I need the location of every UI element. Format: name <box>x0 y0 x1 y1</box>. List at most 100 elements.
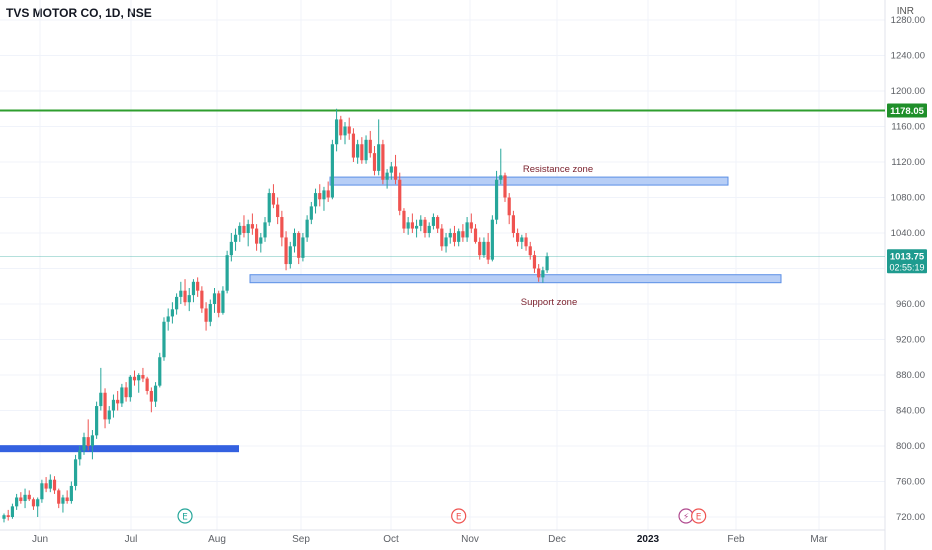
candle-body[interactable] <box>288 246 292 265</box>
candle-body[interactable] <box>410 222 414 229</box>
candle-body[interactable] <box>23 494 27 502</box>
candle-body[interactable] <box>280 217 284 238</box>
candle-body[interactable] <box>250 224 254 229</box>
support-zone[interactable] <box>249 274 782 284</box>
candle-body[interactable] <box>486 241 490 260</box>
candle-body[interactable] <box>406 222 410 229</box>
candle-body[interactable] <box>330 144 334 198</box>
candle-body[interactable] <box>318 193 322 200</box>
candle-body[interactable] <box>137 375 141 381</box>
candle-body[interactable] <box>103 392 107 420</box>
candle-body[interactable] <box>48 479 52 489</box>
candle-body[interactable] <box>364 139 368 161</box>
candle-body[interactable] <box>27 494 31 500</box>
candle-body[interactable] <box>427 225 431 233</box>
candle-body[interactable] <box>494 179 499 220</box>
candle-body[interactable] <box>145 378 149 391</box>
candle-body[interactable] <box>465 222 469 238</box>
candle-body[interactable] <box>414 225 419 229</box>
candle-body[interactable] <box>461 231 465 238</box>
candle-body[interactable] <box>389 166 393 173</box>
candle-body[interactable] <box>271 193 276 205</box>
candle-body[interactable] <box>259 237 263 244</box>
candle-body[interactable] <box>419 219 423 226</box>
candle-body[interactable] <box>351 133 356 158</box>
earnings-e-icon[interactable] <box>177 508 193 524</box>
candle-body[interactable] <box>233 234 238 242</box>
candle-body[interactable] <box>111 399 116 411</box>
candle-body[interactable] <box>246 224 250 233</box>
candle-body[interactable] <box>128 376 132 398</box>
candle-body[interactable] <box>368 139 372 154</box>
candle-body[interactable] <box>107 410 111 420</box>
candle-body[interactable] <box>65 497 69 502</box>
candle-body[interactable] <box>309 206 313 220</box>
candle-body[interactable] <box>423 219 427 233</box>
candle-body[interactable] <box>532 255 537 269</box>
candle-body[interactable] <box>10 506 15 517</box>
candle-body[interactable] <box>179 290 183 297</box>
candle-body[interactable] <box>36 499 40 507</box>
candle-body[interactable] <box>19 497 23 502</box>
candle-body[interactable] <box>339 119 343 136</box>
earnings-e-icon[interactable] <box>691 508 707 524</box>
candle-body[interactable] <box>431 217 436 226</box>
candle-body[interactable] <box>490 219 494 260</box>
candle-body[interactable] <box>360 144 364 161</box>
candle-body[interactable] <box>204 308 208 322</box>
candle-body[interactable] <box>57 490 61 504</box>
candle-body[interactable] <box>238 225 242 235</box>
candle-body[interactable] <box>322 190 326 200</box>
candle-body[interactable] <box>217 293 221 313</box>
candle-body[interactable] <box>343 126 347 136</box>
candle-body[interactable] <box>276 204 280 218</box>
candle-body[interactable] <box>149 390 153 402</box>
candle-body[interactable] <box>393 166 398 180</box>
candle-body[interactable] <box>200 290 204 309</box>
candle-body[interactable] <box>95 406 99 436</box>
candle-body[interactable] <box>141 375 145 379</box>
candle-body[interactable] <box>511 215 516 233</box>
candle-body[interactable] <box>444 237 448 247</box>
candle-body[interactable] <box>267 193 271 223</box>
candle-body[interactable] <box>15 497 19 507</box>
candle-body[interactable] <box>292 233 297 247</box>
candle-body[interactable] <box>191 281 196 296</box>
candle-body[interactable] <box>377 144 381 171</box>
candle-body[interactable] <box>457 231 461 242</box>
candle-body[interactable] <box>520 237 524 242</box>
candle-body[interactable] <box>297 233 301 258</box>
candle-body[interactable] <box>78 450 82 460</box>
candle-body[interactable] <box>263 222 267 238</box>
candle-body[interactable] <box>402 210 406 229</box>
candle-body[interactable] <box>162 321 166 358</box>
candle-body[interactable] <box>473 228 478 242</box>
candle-body[interactable] <box>516 233 520 242</box>
candle-body[interactable] <box>166 316 170 322</box>
candle-body[interactable] <box>356 144 360 158</box>
candle-body[interactable] <box>482 241 486 256</box>
candle-body[interactable] <box>124 387 128 398</box>
candle-body[interactable] <box>86 437 90 446</box>
candle-body[interactable] <box>120 387 124 404</box>
candle-body[interactable] <box>478 241 482 256</box>
candle-body[interactable] <box>452 233 457 242</box>
candle-body[interactable] <box>99 392 103 407</box>
candle-body[interactable] <box>229 241 233 256</box>
candle-body[interactable] <box>153 385 158 402</box>
blue-level-line[interactable] <box>0 445 239 453</box>
candle-body[interactable] <box>132 376 137 381</box>
candle-body[interactable] <box>347 126 351 134</box>
candle-body[interactable] <box>381 144 385 180</box>
candle-body[interactable] <box>40 483 44 500</box>
candle-body[interactable] <box>187 295 191 303</box>
candle-body[interactable] <box>82 437 86 451</box>
candle-body[interactable] <box>73 459 78 486</box>
candle-body[interactable] <box>305 219 309 238</box>
candle-body[interactable] <box>6 515 10 517</box>
candle-body[interactable] <box>170 309 174 317</box>
candle-body[interactable] <box>116 399 120 404</box>
candle-body[interactable] <box>90 435 95 446</box>
candle-body[interactable] <box>524 237 528 247</box>
